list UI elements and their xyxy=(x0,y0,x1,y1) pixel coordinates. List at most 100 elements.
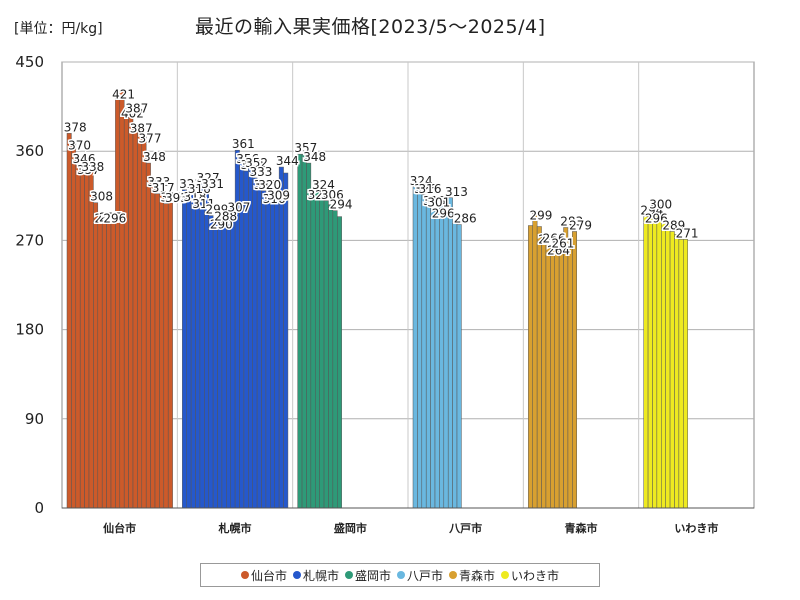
data-label: 324 xyxy=(410,174,433,188)
bar xyxy=(643,216,649,509)
bar xyxy=(323,200,329,509)
data-labels-layer: 3783703463573383082952872964214023873873… xyxy=(62,86,700,259)
bar xyxy=(84,172,90,509)
y-tick-label: 90 xyxy=(25,410,44,428)
legend-item: 仙台市 xyxy=(240,567,287,584)
bar xyxy=(558,242,564,509)
bar xyxy=(115,90,121,509)
data-label: 296 xyxy=(645,212,668,226)
bar xyxy=(243,170,249,509)
data-label: 344 xyxy=(276,154,299,168)
bar xyxy=(447,197,453,509)
bar xyxy=(332,210,338,509)
bar xyxy=(567,240,573,509)
bar xyxy=(265,194,271,509)
data-label: 317 xyxy=(152,181,175,195)
bar xyxy=(337,216,342,509)
bar xyxy=(541,235,547,509)
legend-label: 青森市 xyxy=(459,568,496,583)
bar xyxy=(421,194,427,509)
bar xyxy=(674,234,680,509)
bar xyxy=(256,180,262,509)
bar xyxy=(195,199,201,509)
bar xyxy=(310,190,316,509)
y-tick-label: 360 xyxy=(15,142,44,160)
unit-label: [単位：円/kg] xyxy=(14,21,103,37)
bar xyxy=(208,215,214,509)
bar xyxy=(186,192,192,509)
legend-marker-icon xyxy=(344,571,353,579)
x-category-label: 盛岡市 xyxy=(334,521,367,535)
bar xyxy=(217,222,223,509)
legend-item: 札幌市 xyxy=(292,567,339,584)
bar xyxy=(163,203,169,509)
legend-item: 青森市 xyxy=(449,567,495,584)
bar xyxy=(119,90,125,509)
data-label: 326 xyxy=(414,182,437,196)
bar xyxy=(647,214,653,509)
bar-chart: 3783703463573383082952872964214023873873… xyxy=(15,53,755,535)
bar xyxy=(270,201,275,509)
y-tick-label: 180 xyxy=(15,321,44,339)
bar xyxy=(106,214,112,509)
x-category-label: 青森市 xyxy=(565,521,598,535)
bar xyxy=(306,162,312,509)
bar xyxy=(79,165,85,509)
data-label: 288 xyxy=(214,210,237,224)
bar xyxy=(669,231,675,509)
bar xyxy=(661,212,666,509)
data-label: 299 xyxy=(529,209,552,223)
data-label: 324 xyxy=(312,178,335,192)
data-label: 352 xyxy=(245,156,268,170)
legend-marker-icon xyxy=(449,571,458,579)
bar xyxy=(145,162,151,509)
y-tick-label: 270 xyxy=(15,231,44,249)
bar xyxy=(182,189,187,509)
data-label: 286 xyxy=(454,212,477,226)
data-label: 311 xyxy=(192,197,215,211)
data-label: 340 xyxy=(241,158,264,172)
data-label: 338 xyxy=(81,160,104,174)
data-label: 296 xyxy=(103,212,126,226)
data-label: 283 xyxy=(560,215,583,229)
data-label: 309 xyxy=(267,189,290,203)
data-label: 393 xyxy=(165,191,188,205)
data-label: 308 xyxy=(90,190,113,204)
bar xyxy=(572,231,577,509)
bar xyxy=(123,109,129,509)
legend-item: 盛岡市 xyxy=(344,567,391,584)
bar xyxy=(132,124,138,509)
data-label: 320 xyxy=(308,188,331,202)
data-label: 307 xyxy=(227,201,250,215)
bar xyxy=(528,225,533,509)
data-label: 313 xyxy=(423,194,446,208)
data-label: 356 xyxy=(236,152,259,166)
bar xyxy=(226,224,231,509)
bar xyxy=(274,201,280,509)
data-label: 316 xyxy=(188,182,211,196)
data-label: 296 xyxy=(432,207,455,221)
bar xyxy=(93,202,99,509)
bar xyxy=(536,226,542,509)
data-label: 294 xyxy=(330,198,353,212)
data-label: 378 xyxy=(64,120,87,134)
data-label: 402 xyxy=(121,107,144,121)
data-label: 266 xyxy=(543,231,566,245)
data-label: 301 xyxy=(427,196,450,210)
data-label: 279 xyxy=(569,218,592,232)
bar xyxy=(75,164,81,509)
chart-title: 最近の輸入果実価格[2023/5～2025/4] xyxy=(195,16,546,38)
y-tick-label: 450 xyxy=(15,53,44,71)
data-label: 289 xyxy=(662,219,685,233)
data-label: 307 xyxy=(161,191,184,205)
data-label: 348 xyxy=(143,150,166,164)
data-label: 421 xyxy=(112,88,135,102)
bar xyxy=(554,249,560,509)
bar xyxy=(456,224,462,509)
bars-layer xyxy=(66,90,688,509)
legend-label: 仙台市 xyxy=(250,568,287,583)
data-label: 333 xyxy=(147,175,170,189)
data-label: 330 xyxy=(254,178,277,192)
data-label: 331 xyxy=(201,177,224,191)
data-label: 361 xyxy=(232,137,255,151)
